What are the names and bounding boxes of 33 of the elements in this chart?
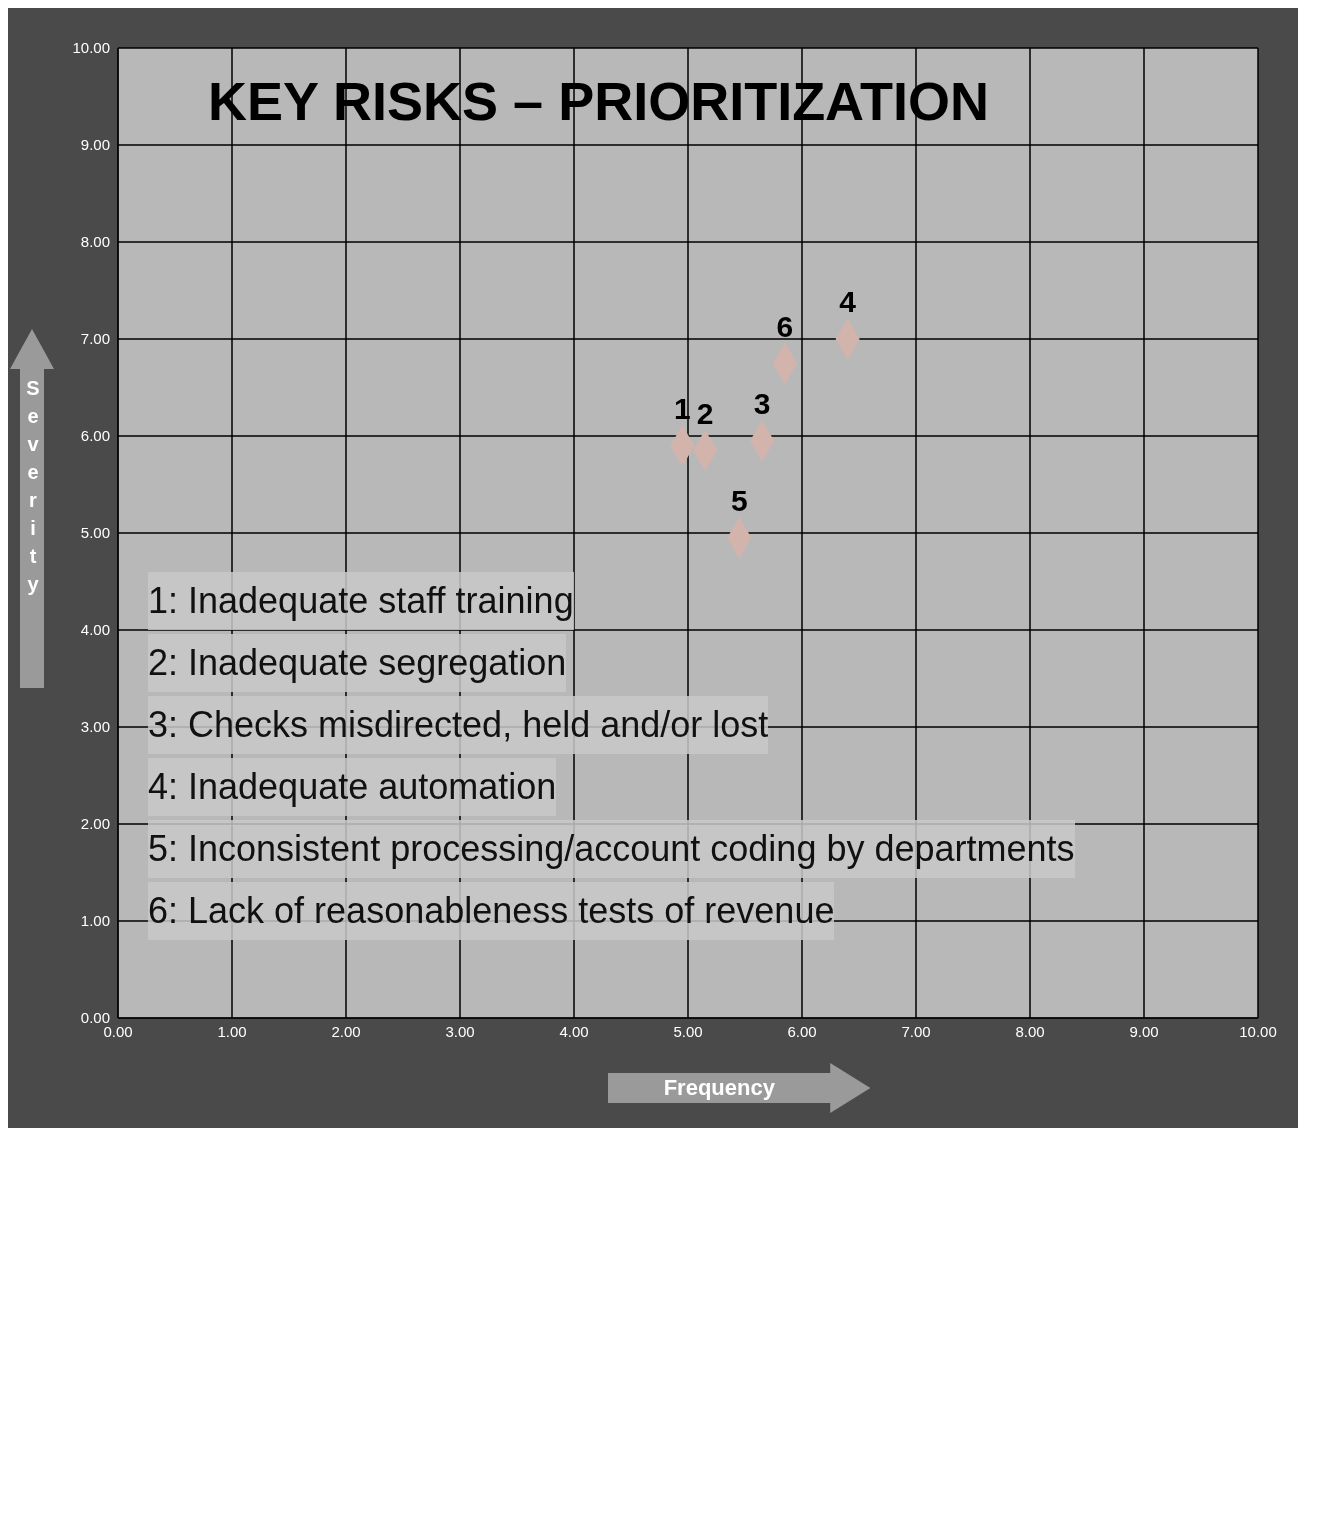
annotation: 4: Inadequate automation <box>148 757 557 816</box>
x-tick-label: 9.00 <box>1129 1022 1159 1040</box>
annotation: 5: Inconsistent processing/account coding by departments <box>148 819 1075 878</box>
series-label: 4 <box>839 285 857 319</box>
y-tick-label: 1.00 <box>80 912 110 930</box>
series-label: 6 <box>776 309 794 343</box>
y-tick-label: 5.00 <box>80 524 110 542</box>
x-axis-title: Frequency <box>662 1075 776 1101</box>
annotation: 6: Lack of reasonableness tests of revenue <box>148 881 835 940</box>
y-tick-label: 9.00 <box>80 136 110 154</box>
x-tick-label: 2.00 <box>331 1022 361 1040</box>
y-tick-label: 7.00 <box>80 330 110 348</box>
x-tick-label: 3.00 <box>445 1022 475 1040</box>
x-tick-label: 10.00 <box>1239 1022 1277 1040</box>
annotation: 1: Inadequate staff training <box>148 571 574 630</box>
y-tick-label: 8.00 <box>80 233 110 251</box>
series-label: 3 <box>753 387 771 421</box>
y-tick-label: 3.00 <box>80 718 110 736</box>
series-label: 2 <box>696 396 714 430</box>
y-tick-label: 10.00 <box>72 39 110 57</box>
x-tick-label: 4.00 <box>559 1022 589 1040</box>
y-tick-label: 6.00 <box>80 427 110 445</box>
y-tick-label: 2.00 <box>80 815 110 833</box>
annotation: 2: Inadequate segregation <box>148 633 567 692</box>
x-tick-label: 7.00 <box>901 1022 931 1040</box>
series-label: 5 <box>730 484 748 518</box>
x-tick-label: 8.00 <box>1015 1022 1045 1040</box>
x-tick-label: 5.00 <box>673 1022 703 1040</box>
y-tick-label: 4.00 <box>80 621 110 639</box>
x-tick-label: 6.00 <box>787 1022 817 1040</box>
x-tick-label: 1.00 <box>217 1022 247 1040</box>
y-axis-title: Severity <box>21 377 44 602</box>
annotation: 3: Checks misdirected, held and/or lost <box>148 695 769 754</box>
